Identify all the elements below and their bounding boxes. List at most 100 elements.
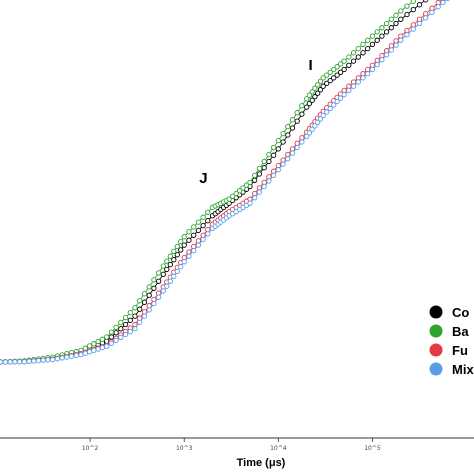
data-point — [0, 359, 4, 365]
data-point — [388, 16, 394, 22]
data-point — [151, 300, 157, 307]
data-point — [266, 158, 272, 165]
x-tick-label: 10^3 — [176, 445, 193, 452]
data-point — [95, 338, 101, 345]
data-point — [108, 329, 115, 335]
data-point — [122, 331, 129, 338]
data-point — [122, 314, 129, 321]
data-point — [186, 237, 192, 243]
legend-marker-fu — [429, 343, 443, 357]
data-point — [341, 58, 347, 64]
data-point — [435, 4, 441, 10]
data-point — [186, 249, 192, 255]
data-point — [171, 248, 177, 254]
data-point — [270, 172, 277, 179]
data-point — [404, 27, 410, 34]
x-tick-label: 10^4 — [270, 445, 287, 452]
data-point — [355, 79, 361, 85]
data-point — [306, 100, 313, 107]
data-point — [309, 126, 315, 133]
data-point — [280, 161, 286, 167]
data-point — [252, 177, 258, 183]
data-point — [374, 61, 380, 68]
data-point — [86, 349, 93, 355]
data-point — [275, 146, 281, 152]
data-point — [122, 321, 129, 328]
x-tick-label: 10^5 — [364, 445, 381, 452]
data-point — [64, 354, 70, 360]
data-point — [312, 85, 318, 91]
data-point — [91, 341, 97, 347]
data-point — [50, 356, 56, 363]
data-point — [299, 139, 305, 145]
data-point — [440, 0, 446, 6]
data-point — [388, 25, 394, 31]
data-point — [108, 334, 115, 340]
data-point — [181, 259, 187, 265]
data-point — [12, 359, 18, 365]
data-point — [73, 352, 79, 359]
data-point — [383, 29, 390, 35]
data-point — [320, 83, 326, 89]
data-point — [200, 236, 206, 243]
data-point — [181, 242, 187, 248]
data-point — [337, 95, 344, 101]
data-point — [261, 165, 267, 171]
data-point — [393, 20, 399, 27]
data-point — [280, 139, 286, 145]
data-point — [423, 15, 429, 21]
data-point — [205, 209, 211, 215]
data-point — [226, 196, 232, 202]
data-point — [369, 41, 376, 48]
data-point — [360, 50, 366, 56]
data-point — [346, 54, 352, 60]
data-point — [174, 252, 180, 258]
data-point — [416, 16, 423, 22]
data-point — [137, 298, 143, 304]
data-point — [256, 185, 263, 191]
data-point — [383, 52, 390, 58]
data-point — [181, 234, 187, 240]
data-point — [341, 87, 347, 94]
data-point — [365, 37, 371, 43]
data-point — [285, 151, 291, 158]
data-point — [320, 112, 326, 119]
data-point — [312, 94, 318, 100]
data-point — [317, 78, 324, 84]
data-point — [174, 268, 180, 275]
data-point — [320, 75, 326, 81]
data-point — [104, 338, 110, 344]
data-point — [261, 183, 267, 190]
data-point — [113, 330, 119, 336]
data-point — [350, 83, 357, 89]
data-point — [383, 20, 390, 27]
data-point — [99, 336, 106, 342]
data-point — [410, 22, 416, 28]
data-point — [16, 359, 23, 365]
data-point — [256, 165, 263, 172]
data-point — [299, 111, 305, 117]
data-point — [191, 224, 197, 230]
data-point — [155, 270, 162, 276]
data-point — [178, 264, 184, 270]
data-point — [360, 71, 366, 77]
legend-label-co: Co — [452, 305, 469, 320]
data-point — [118, 326, 124, 332]
data-point — [181, 254, 187, 261]
data-point — [346, 62, 352, 68]
x-axis-title: Time (μs) — [237, 457, 286, 469]
data-point — [31, 358, 37, 364]
data-point — [118, 319, 124, 326]
data-point — [309, 89, 315, 95]
data-point — [294, 118, 300, 124]
data-point — [45, 357, 51, 363]
data-point — [379, 33, 385, 39]
data-point — [141, 291, 148, 297]
data-point — [164, 283, 170, 289]
data-point — [200, 222, 206, 229]
data-point — [294, 144, 300, 151]
data-point — [247, 196, 253, 202]
data-point — [410, 6, 416, 13]
data-point — [275, 162, 281, 169]
data-point — [369, 33, 376, 39]
